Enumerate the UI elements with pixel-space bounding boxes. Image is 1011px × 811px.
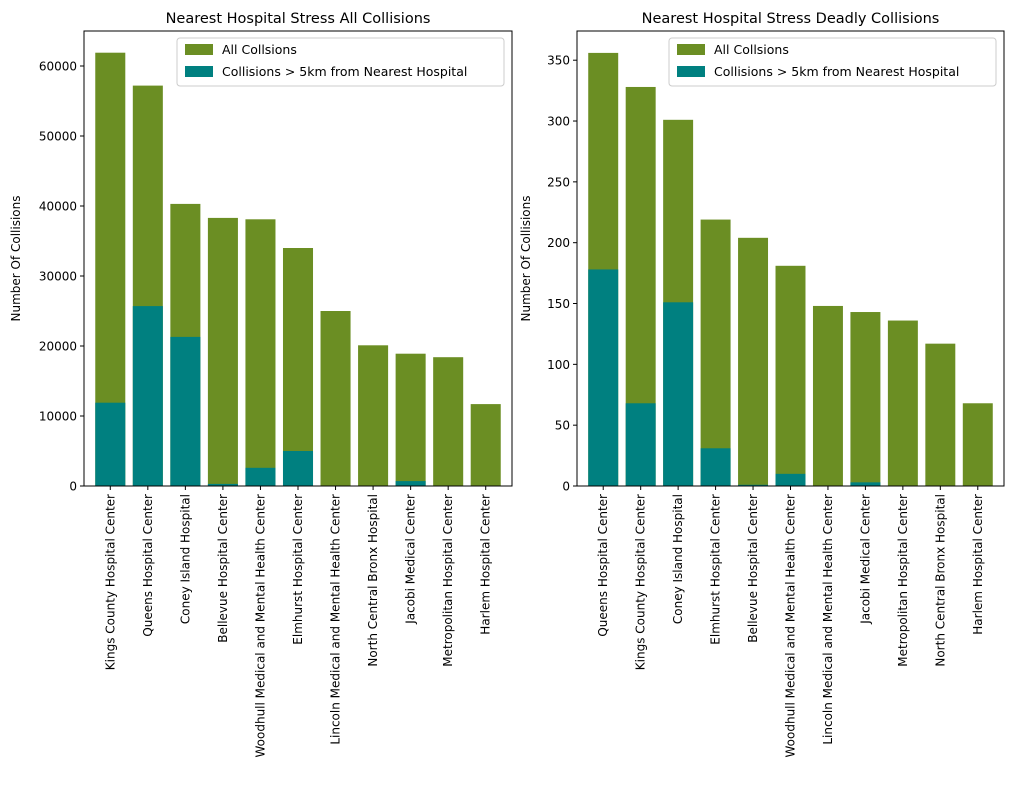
bar-all-collisions: [738, 237, 769, 486]
bar-far-collisions: [700, 448, 731, 486]
chart-title: Nearest Hospital Stress All Collisions: [166, 11, 431, 27]
bar-far-collisions: [282, 451, 314, 486]
legend-swatch-all-collisions: [677, 44, 705, 55]
y-tick-label: 10000: [39, 410, 77, 424]
x-tick-label: Jacobi Medical Center: [858, 494, 872, 625]
x-tick-label: Metropolitan Hospital Center: [896, 494, 910, 667]
bar-far-collisions: [588, 269, 619, 486]
bar-all-collisions: [245, 219, 276, 487]
x-tick-label: Elmhurst Hospital Center: [291, 494, 305, 645]
bar-far-collisions: [245, 467, 276, 486]
bar-far-collisions: [207, 483, 238, 486]
bar-all-collisions: [962, 403, 993, 486]
bar-far-collisions: [850, 482, 881, 486]
legend: All Collsions Collisions > 5km from Near…: [176, 37, 505, 87]
x-tick-label: Harlem Hospital Center: [971, 494, 985, 635]
bar-all-collisions: [207, 217, 238, 486]
legend-swatch-far-collisions: [677, 66, 705, 77]
x-tick-label: Bellevue Hospital Center: [746, 494, 760, 643]
x-tick-label: Harlem Hospital Center: [479, 494, 493, 635]
x-tick-label: Kings County Hospital Center: [634, 494, 648, 670]
bar-all-collisions: [433, 357, 464, 486]
x-axis-ticks: Kings County Hospital Center Queens Hospi…: [103, 486, 493, 758]
legend-label-all-collisions: All Collsions: [714, 42, 789, 57]
plot-area-frame: [576, 30, 1005, 487]
x-tick-label: Coney Island Hospital: [178, 494, 192, 624]
legend-label-far-collisions: Collisions > 5km from Nearest Hospital: [222, 64, 467, 79]
bars-far-collisions: [588, 269, 881, 486]
y-tick-label: 20000: [39, 340, 77, 354]
x-tick-label: Woodhull Medical and Mental Health Cente…: [784, 494, 798, 758]
chart-all-collisions: Nearest Hospital Stress All Collisions N…: [9, 11, 513, 758]
y-axis-label: Number Of Collisions: [519, 195, 533, 321]
legend-box: [176, 37, 505, 87]
bar-far-collisions: [395, 481, 426, 486]
x-tick-label: Metropolitan Hospital Center: [441, 494, 455, 667]
y-tick-label: 0: [69, 480, 77, 494]
bar-all-collisions: [925, 343, 956, 486]
legend-swatch-all-collisions: [185, 44, 213, 55]
x-tick-label: Coney Island Hospital: [671, 494, 685, 624]
y-tick-label: 50000: [39, 130, 77, 144]
y-tick-label: 0: [562, 480, 570, 494]
bar-all-collisions: [395, 353, 426, 486]
x-tick-label: North Central Bronx Hospital: [366, 494, 380, 667]
y-tick-label: 50: [555, 419, 570, 433]
bar-all-collisions: [282, 248, 314, 486]
x-tick-label: North Central Bronx Hospital: [933, 494, 947, 667]
y-tick-label: 250: [547, 175, 570, 189]
bar-all-collisions: [850, 312, 881, 486]
y-tick-label: 200: [547, 236, 570, 250]
x-tick-label: Woodhull Medical and Mental Health Cente…: [253, 494, 267, 758]
bars-far-collisions: [95, 306, 426, 486]
y-axis-ticks: 0 10000 20000 30000 40000 50000 60000: [39, 60, 84, 494]
y-tick-label: 350: [547, 54, 570, 68]
x-axis-ticks: Queens Hospital Center Kings County Hospi…: [596, 486, 985, 758]
legend-box: [668, 37, 997, 87]
legend-label-far-collisions: Collisions > 5km from Nearest Hospital: [714, 64, 959, 79]
bar-far-collisions: [132, 306, 163, 486]
bar-all-collisions: [470, 404, 501, 486]
bar-far-collisions: [663, 302, 694, 486]
x-tick-label: Queens Hospital Center: [141, 494, 155, 637]
x-tick-label: Lincoln Medical and Mental Health Center: [329, 494, 343, 745]
chart-title: Nearest Hospital Stress Deadly Collision…: [642, 11, 940, 27]
bar-far-collisions: [738, 484, 769, 486]
legend: All Collsions Collisions > 5km from Near…: [668, 37, 997, 87]
x-tick-label: Lincoln Medical and Mental Health Center: [821, 494, 835, 745]
legend-swatch-far-collisions: [185, 66, 213, 77]
bar-all-collisions: [887, 320, 918, 486]
x-tick-label: Bellevue Hospital Center: [216, 494, 230, 643]
bar-all-collisions: [775, 265, 806, 486]
y-tick-label: 30000: [39, 270, 77, 284]
bar-all-collisions: [812, 305, 843, 486]
bar-all-collisions: [700, 219, 731, 486]
y-tick-label: 150: [547, 297, 570, 311]
bar-far-collisions: [170, 336, 201, 486]
y-tick-label: 100: [547, 358, 570, 372]
plot-area-frame: [83, 30, 513, 487]
chart-deadly-collisions: Nearest Hospital Stress Deadly Collision…: [519, 11, 1005, 758]
x-tick-label: Elmhurst Hospital Center: [709, 494, 723, 645]
x-tick-label: Jacobi Medical Center: [404, 494, 418, 625]
y-tick-label: 60000: [39, 60, 77, 74]
y-axis-label: Number Of Collisions: [9, 195, 23, 321]
y-tick-label: 40000: [39, 200, 77, 214]
legend-label-all-collisions: All Collsions: [222, 42, 297, 57]
bar-far-collisions: [95, 402, 126, 486]
bar-far-collisions: [625, 403, 656, 486]
bar-all-collisions: [358, 345, 389, 486]
y-tick-label: 300: [547, 115, 570, 129]
x-tick-label: Queens Hospital Center: [596, 494, 610, 637]
y-axis-ticks: 0 50 100 150 200 250 300 350: [547, 54, 577, 494]
bar-far-collisions: [775, 473, 806, 486]
x-tick-label: Kings County Hospital Center: [103, 494, 117, 670]
bar-all-collisions: [320, 311, 351, 486]
bars-all-collisions: [95, 52, 501, 487]
